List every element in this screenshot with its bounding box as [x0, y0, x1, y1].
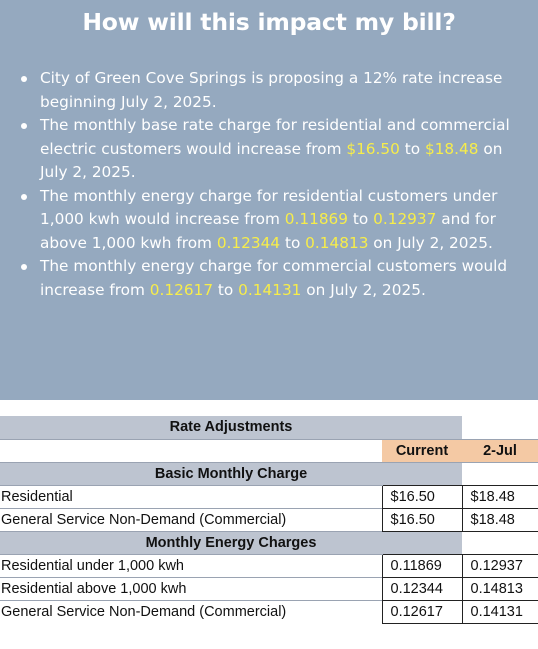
rate-adjustments-table: Rate Adjustments Current 2-Jul Basic Mon… — [0, 416, 538, 624]
highlighted-amount: 0.14813 — [305, 233, 369, 252]
bullet-text: The monthly energy charge for commercial… — [40, 257, 508, 299]
column-header-spacer — [0, 438, 382, 462]
bullet-text: City of Green Cove Springs is proposing … — [40, 69, 503, 111]
section-header-basic: Basic Monthly Charge — [0, 461, 538, 485]
section-title-basic: Basic Monthly Charge — [0, 461, 463, 485]
bullet-item: The monthly energy charge for residentia… — [18, 185, 524, 256]
row-current-value: 0.12344 — [381, 576, 463, 601]
bullet-item: The monthly base rate charge for residen… — [18, 114, 524, 185]
bullet-text: to — [348, 210, 374, 228]
row-current-value: $16.50 — [381, 484, 463, 509]
row-new-value: 0.14813 — [461, 576, 538, 601]
table-title: Rate Adjustments — [0, 416, 463, 439]
column-header-new: 2-Jul — [462, 438, 538, 462]
section-basic-spacer — [462, 461, 538, 485]
column-header-current: Current — [382, 438, 463, 462]
bullet-text: to — [280, 233, 306, 252]
highlighted-amount: 0.14131 — [238, 280, 302, 299]
row-new-value: 0.12937 — [461, 553, 538, 578]
highlighted-amount: 0.12617 — [149, 280, 214, 299]
bullet-text: to — [213, 280, 239, 299]
row-label: Residential under 1,000 kwh — [0, 553, 382, 577]
table-title-spacer — [462, 416, 538, 439]
table-row: General Service Non-Demand (Commercial) … — [0, 599, 538, 624]
table-title-row: Rate Adjustments — [0, 416, 538, 439]
section-energy-spacer — [462, 530, 538, 554]
highlighted-amount: 0.12937 — [373, 210, 437, 228]
bullet-text: on July 2, 2025. — [368, 233, 493, 252]
bullet-text: to — [399, 139, 425, 158]
bullet-item: The monthly energy charge for commercial… — [18, 255, 524, 302]
bullet-list: City of Green Cove Springs is proposing … — [18, 67, 524, 302]
table-row: Residential $16.50 $18.48 — [0, 484, 538, 509]
row-label: Residential — [0, 484, 382, 508]
table-row: Residential under 1,000 kwh 0.11869 0.12… — [0, 553, 538, 578]
highlighted-amount: $16.50 — [346, 139, 400, 158]
table-row: Residential above 1,000 kwh 0.12344 0.14… — [0, 576, 538, 601]
bullet-text: The monthly base rate charge for residen… — [40, 116, 510, 158]
row-label: General Service Non-Demand (Commercial) — [0, 507, 382, 531]
section-title-energy: Monthly Energy Charges — [0, 530, 463, 554]
row-label: Residential above 1,000 kwh — [0, 576, 382, 600]
bullet-text: on July 2, 2025. — [40, 139, 503, 182]
column-header-row: Current 2-Jul — [0, 438, 538, 462]
row-new-value: 0.14131 — [461, 599, 538, 624]
bullet-text: on July 2, 2025. — [301, 280, 426, 299]
row-label: General Service Non-Demand (Commercial) — [0, 599, 382, 623]
highlighted-amount: 0.12344 — [216, 233, 281, 252]
section-header-energy: Monthly Energy Charges — [0, 530, 538, 554]
table-row: General Service Non-Demand (Commercial) … — [0, 507, 538, 532]
row-current-value: 0.11869 — [381, 553, 463, 578]
page-title: How will this impact my bill? — [82, 8, 456, 36]
bullet-text: The monthly energy charge for residentia… — [40, 186, 498, 229]
highlighted-amount: 0.11869 — [284, 210, 349, 228]
bullet-text: and for above 1,000 kwh from — [40, 210, 496, 252]
bullet-item: City of Green Cove Springs is proposing … — [18, 67, 524, 114]
highlighted-amount: $18.48 — [424, 139, 479, 158]
info-panel: How will this impact my bill? City of Gr… — [0, 0, 538, 400]
row-new-value: $18.48 — [461, 507, 538, 532]
row-current-value: $16.50 — [381, 507, 463, 532]
row-new-value: $18.48 — [461, 484, 538, 509]
row-current-value: 0.12617 — [381, 599, 463, 624]
